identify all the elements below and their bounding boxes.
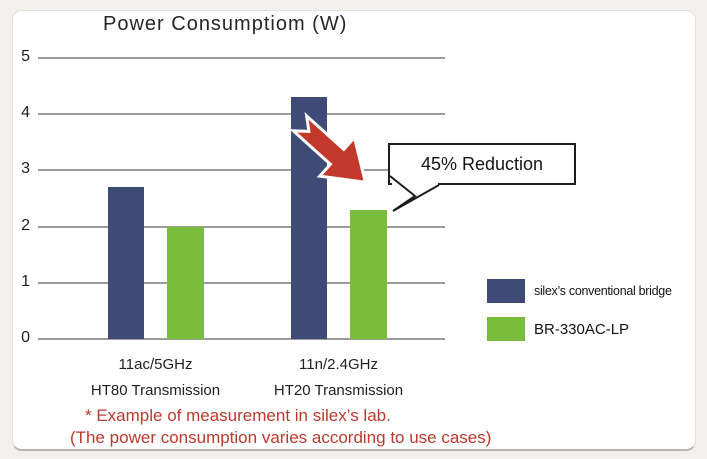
x-axis-label-line: 11ac/5GHz: [118, 356, 193, 373]
x-axis-label-line: HT80 Transmission: [90, 382, 221, 399]
gridline: [38, 169, 445, 172]
legend-swatch-conventional: [487, 279, 525, 303]
gridline: [38, 338, 445, 340]
legend-label-br330ac: BR-330AC-LP: [534, 320, 630, 338]
footnote-line2: (The power consumption varies according …: [70, 428, 492, 447]
gridline: [38, 281, 445, 284]
chart-title: Power Consumptiom (W): [103, 13, 348, 35]
bar-br330ac-group1: [167, 226, 204, 339]
legend-item-conventional: silex’s conventional bridge: [487, 279, 697, 303]
y-axis-tick-label: 0: [21, 329, 30, 346]
x-axis-label-group2: 11n/2.4GHz HT20 Transmission: [224, 352, 454, 404]
legend-item-br330ac: BR-330AC-LP: [487, 317, 697, 341]
bar-br330ac-group2: [350, 209, 387, 339]
legend-swatch-br330ac: [487, 317, 525, 341]
bar-conventional-group2: [290, 97, 327, 339]
reduction-callout-label: 45% Reduction: [420, 153, 544, 174]
x-axis-label-line: HT20 Transmission: [273, 382, 404, 399]
legend: silex’s conventional bridge BR-330AC-LP: [487, 279, 697, 355]
legend-label-conventional: silex’s conventional bridge: [534, 284, 672, 298]
bar-conventional-group1: [107, 187, 144, 339]
y-axis-tick-label: 2: [21, 216, 30, 234]
gridline: [38, 57, 445, 59]
x-axis-label-line: 11n/2.4GHz: [299, 356, 378, 373]
y-axis-tick-label: 1: [21, 272, 30, 290]
gridline: [38, 113, 445, 116]
y-axis-tick-label: 3: [21, 160, 30, 178]
footnote-line1: * Example of measurement in silex’s lab.: [85, 406, 391, 425]
x-axis-label-group1: 11ac/5GHz HT80 Transmission: [41, 352, 271, 404]
gridline: [38, 225, 445, 228]
reduction-callout: 45% Reduction: [388, 143, 576, 185]
y-axis-tick-label: 4: [21, 104, 30, 122]
y-axis-tick-label: 5: [21, 48, 30, 65]
